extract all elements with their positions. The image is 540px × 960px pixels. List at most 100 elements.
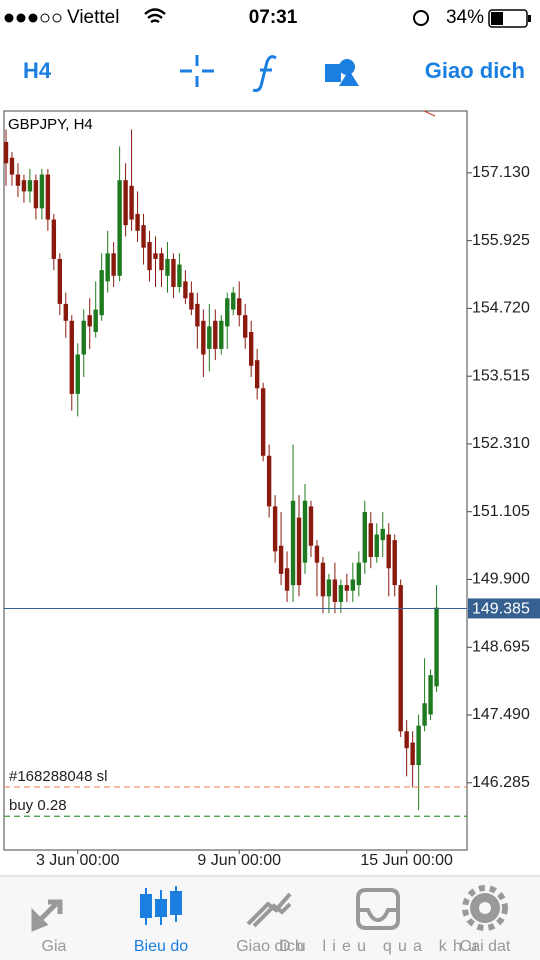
- y-tick-label: 149.900: [472, 571, 530, 588]
- battery-level: [491, 12, 503, 25]
- candle-body: [111, 253, 116, 276]
- candle-body: [350, 579, 356, 591]
- trendline-stub: [423, 110, 436, 117]
- candle-body: [248, 332, 254, 366]
- tab-icon: [479, 902, 491, 914]
- candle-body: [314, 545, 320, 563]
- candle-body: [15, 174, 21, 186]
- wifi-icon: [144, 8, 166, 23]
- candle-body: [392, 540, 397, 586]
- tab-icon: [31, 899, 63, 932]
- candle-body: [374, 534, 379, 557]
- candle-body: [141, 225, 146, 248]
- y-tick-label: 157.130: [472, 164, 530, 181]
- candle-body: [302, 500, 308, 563]
- candle-body: [171, 258, 176, 288]
- candle-body: [332, 579, 338, 602]
- toolbar: H4 Giao dich: [23, 55, 525, 92]
- candle-body: [368, 523, 373, 557]
- signal-dot: [16, 13, 26, 23]
- candle-body: [207, 326, 212, 349]
- candle-body: [422, 703, 427, 726]
- candle-body: [278, 545, 284, 574]
- objects-button[interactable]: [325, 59, 359, 86]
- candle-body: [63, 303, 68, 321]
- candle-body: [147, 242, 152, 271]
- candle-body: [338, 585, 344, 602]
- y-tick-label: 155.925: [472, 232, 530, 249]
- tab-bar-bg: [0, 876, 540, 960]
- order-level-label: #168288048 sl: [9, 768, 107, 785]
- candle-body: [284, 568, 290, 591]
- battery-icon: [488, 9, 528, 28]
- candle-body: [296, 517, 302, 586]
- candle-body: [93, 309, 98, 333]
- candle-body: [380, 528, 385, 541]
- candle-body: [386, 534, 391, 569]
- plot: 157.130 155.925 154.720 153.515 152.310 151.1…: [3, 129, 540, 869]
- candle-body: [123, 180, 128, 226]
- indicators-button[interactable]: [252, 55, 277, 92]
- timeframe-button[interactable]: H4: [23, 58, 52, 83]
- signal-dot: [52, 13, 62, 23]
- candle-body: [99, 270, 104, 316]
- x-tick-label: 9 Jun 00:00: [197, 852, 281, 869]
- tab-icon: [140, 886, 182, 925]
- tab-label[interactable]: Gia: [42, 938, 67, 955]
- candle-body: [290, 500, 296, 586]
- current-price-box: [468, 598, 540, 619]
- tab-label[interactable]: Bieu do: [134, 938, 188, 955]
- candle-body: [39, 174, 45, 209]
- candle-body: [320, 562, 326, 597]
- candle-body: [9, 157, 15, 175]
- rotation-lock-icon: [413, 10, 429, 26]
- candle-body: [266, 455, 272, 507]
- tab-icon: [462, 885, 508, 931]
- trade-button[interactable]: Giao dich: [425, 58, 525, 83]
- candle-body: [213, 320, 218, 349]
- crosshair-button[interactable]: [180, 55, 214, 87]
- candle-body: [254, 360, 260, 389]
- candle-body: [75, 354, 80, 394]
- candle-body: [260, 388, 266, 456]
- carrier: Viettel: [67, 7, 119, 28]
- candle-body: [326, 579, 332, 597]
- tab-icon: [246, 892, 292, 928]
- tab-label[interactable]: Cai dat: [460, 938, 511, 955]
- signal-dot: [4, 13, 14, 23]
- candle-body: [404, 731, 409, 749]
- candle-body: [201, 320, 206, 355]
- clock: 07:31: [249, 7, 298, 28]
- status-bar: Viettel 07:31 34%: [4, 7, 531, 28]
- candle-body: [153, 253, 158, 259]
- battery-percent: 34%: [446, 7, 484, 28]
- candle-body: [308, 506, 314, 546]
- current-price-label: 149.385: [472, 601, 530, 618]
- candle-body: [51, 219, 57, 259]
- candle-body: [219, 320, 224, 349]
- candle-body: [3, 141, 9, 164]
- y-tick-label: 148.695: [472, 638, 530, 655]
- candle-body: [243, 315, 248, 338]
- candle-body: [231, 292, 236, 310]
- y-tick-label: 151.105: [472, 503, 530, 520]
- candle-body: [183, 281, 188, 299]
- candle-body: [434, 607, 439, 687]
- x-tick-label: 15 Jun 00:00: [360, 852, 453, 869]
- candle-body: [362, 511, 367, 563]
- y-tick-label: 153.515: [472, 367, 530, 384]
- signal-dot: [40, 13, 50, 23]
- tab-label[interactable]: Giao dich: [236, 938, 304, 955]
- candle-body: [428, 675, 433, 715]
- candle-body: [27, 180, 33, 192]
- chart-frame: [3, 110, 468, 851]
- candle-body: [159, 253, 164, 271]
- candle-body: [177, 264, 182, 288]
- candle-body: [21, 180, 27, 192]
- y-tick-label: 146.285: [472, 774, 530, 791]
- candle-body: [69, 320, 74, 394]
- candle-body: [225, 298, 230, 327]
- y-tick-label: 152.310: [472, 435, 530, 452]
